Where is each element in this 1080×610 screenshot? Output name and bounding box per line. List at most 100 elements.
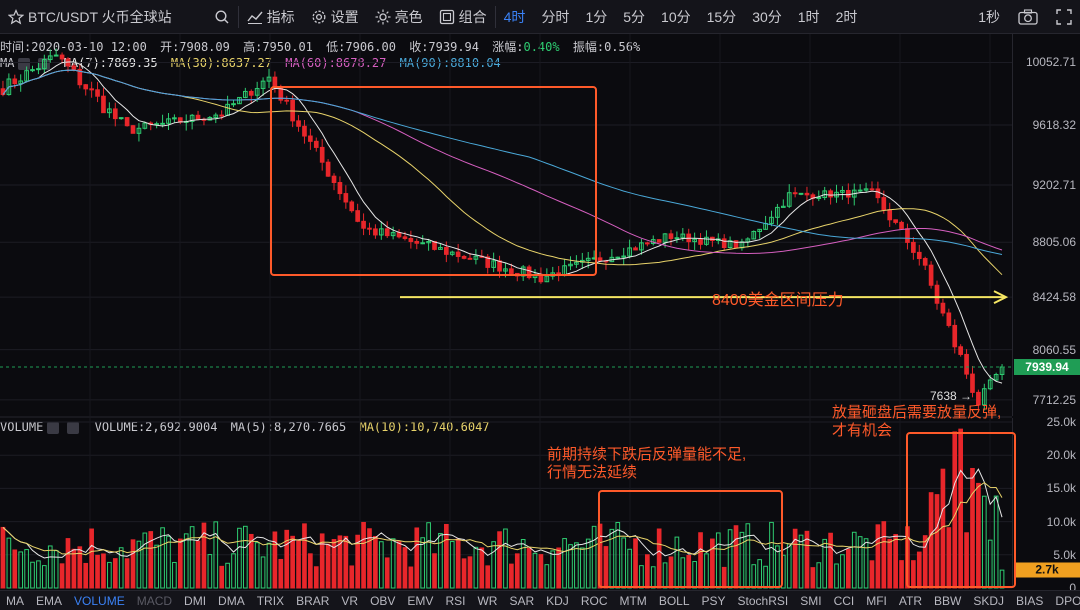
indicator-tab-boll[interactable]: BOLL — [658, 593, 690, 608]
candle-body — [769, 216, 774, 224]
volume-bar — [668, 556, 674, 589]
price-tick-label: 8424.58 — [1032, 290, 1076, 305]
ma60-value: MA(60):8678.27 — [285, 56, 387, 70]
volume-bar — [946, 527, 952, 589]
candle-body — [887, 209, 893, 221]
combine-button[interactable]: 组合 — [431, 0, 495, 34]
indicator-tab-smi[interactable]: SMI — [800, 593, 822, 608]
indicator-tab-trix[interactable]: TRIX — [256, 593, 285, 608]
indicator-tab-volume[interactable]: VOLUME — [74, 593, 125, 608]
volume-bar — [207, 554, 213, 589]
volume-bar — [485, 565, 491, 589]
volume-bar — [899, 560, 904, 589]
volume-bar — [71, 548, 77, 589]
indicator-tab-psy[interactable]: PSY — [701, 593, 726, 608]
symbol-selector[interactable]: BTC/USDT 火币全球站 — [0, 0, 180, 34]
volume-close-icon[interactable] — [67, 421, 80, 434]
indicator-label: 指标 — [266, 8, 295, 25]
sun-icon — [375, 9, 391, 24]
period-tab-2[interactable]: 1分 — [585, 8, 608, 25]
volume-tick-label: 10.0k — [1046, 514, 1076, 529]
volume-bar — [284, 529, 290, 589]
price-axis: 10052.71 9618.32 9202.71 8805.06 8424.58 8060… — [1012, 34, 1080, 416]
indicator-tab-bbw[interactable]: BBW — [934, 593, 962, 608]
candle-body — [491, 260, 496, 268]
indicator-tab-bias[interactable]: BIAS — [1016, 593, 1044, 608]
indicator-tab-mfi[interactable]: MFI — [866, 593, 887, 608]
indicator-tab-ema[interactable]: EMA — [36, 593, 63, 608]
candle-body — [420, 242, 426, 245]
settings-button[interactable]: 设置 — [303, 0, 367, 34]
volume-bar — [260, 556, 266, 589]
volume-ma-lines — [2, 468, 1003, 559]
indicator-tab-wr[interactable]: WR — [477, 593, 498, 608]
candle-body — [455, 251, 461, 257]
indicator-tab-mtm[interactable]: MTM — [619, 593, 647, 608]
indicator-tab-brar[interactable]: BRAR — [296, 593, 330, 608]
indicator-tab-skdj[interactable]: SKDJ — [973, 593, 1005, 608]
indicator-tab-dpo[interactable]: DPO — [1055, 593, 1080, 608]
indicator-tab-macd[interactable]: MACD — [136, 593, 173, 608]
volume-bar — [887, 538, 893, 589]
indicator-tab-ma[interactable]: MA — [6, 593, 24, 608]
volume-bar — [278, 558, 284, 589]
indicator-tab-dma[interactable]: DMA — [218, 593, 245, 608]
candle-body — [296, 120, 301, 127]
period-tab-0[interactable]: 4时 — [503, 8, 526, 25]
ma-lines — [2, 61, 1003, 384]
indicator-tab-obv[interactable]: OBV — [370, 593, 396, 608]
screenshot-button[interactable] — [1008, 0, 1048, 34]
period-tab-1[interactable]: 分时 — [541, 8, 570, 25]
volume-bar — [491, 541, 496, 589]
volume-bar — [710, 538, 715, 589]
settings-label: 设置 — [330, 8, 359, 25]
candle-body — [976, 391, 981, 406]
candle-body — [544, 275, 550, 283]
indicator-tab-emv[interactable]: EMV — [407, 593, 434, 608]
indicator-tab-kdj[interactable]: KDJ — [546, 593, 569, 608]
indicator-tab-roc[interactable]: ROC — [580, 593, 608, 608]
volume-bar — [367, 528, 372, 589]
period-tab-7[interactable]: 1时 — [797, 8, 820, 25]
candle-body — [656, 239, 662, 243]
volume-bar — [337, 535, 343, 589]
fullscreen-button[interactable] — [1048, 0, 1080, 34]
kline-chart[interactable] — [0, 34, 1012, 590]
star-icon[interactable] — [8, 8, 24, 25]
brightness-button[interactable]: 亮色 — [367, 0, 431, 34]
candle-body — [130, 125, 136, 134]
volume-bar — [775, 545, 780, 589]
period-tab-4[interactable]: 10分 — [661, 8, 691, 25]
indicator-tab-vr[interactable]: VR — [341, 593, 359, 608]
volume-bar — [532, 552, 538, 589]
search-button[interactable] — [206, 0, 238, 34]
volume-bar — [568, 544, 573, 589]
volume-settings-icon[interactable] — [47, 421, 60, 434]
period-tab-3[interactable]: 5分 — [623, 8, 646, 25]
ma-settings-icon[interactable] — [18, 57, 31, 70]
indicator-tab-stochrsi[interactable]: StochRSI — [737, 593, 789, 608]
candle-body — [473, 255, 479, 260]
indicator-tab-atr[interactable]: ATR — [898, 593, 923, 608]
period-tab-6[interactable]: 30分 — [752, 8, 782, 25]
volume-bar — [674, 536, 680, 589]
volume-bar — [786, 543, 792, 589]
ma-label: MA — [0, 56, 15, 70]
volume-bar — [810, 567, 816, 589]
volume-bar — [455, 538, 461, 589]
period-tab-8[interactable]: 2时 — [835, 8, 858, 25]
interval-label[interactable]: 1秒 — [978, 8, 1000, 25]
indicator-tab-sar[interactable]: SAR — [509, 593, 535, 608]
period-tab-5[interactable]: 15分 — [706, 8, 737, 25]
volume-bar — [130, 539, 136, 589]
indicator-tab-cci[interactable]: CCI — [833, 593, 855, 608]
indicator-tab-dmi[interactable]: DMI — [184, 593, 207, 608]
candle-body — [89, 88, 94, 91]
indicator-button[interactable]: 指标 — [239, 0, 303, 34]
ma90-line — [2, 69, 1003, 255]
volume-bar — [24, 549, 29, 589]
price-tick-label: 7712.25 — [1032, 392, 1076, 407]
candle-body — [615, 256, 621, 259]
candle-body — [325, 161, 331, 177]
indicator-tab-rsi[interactable]: RSI — [445, 593, 466, 608]
